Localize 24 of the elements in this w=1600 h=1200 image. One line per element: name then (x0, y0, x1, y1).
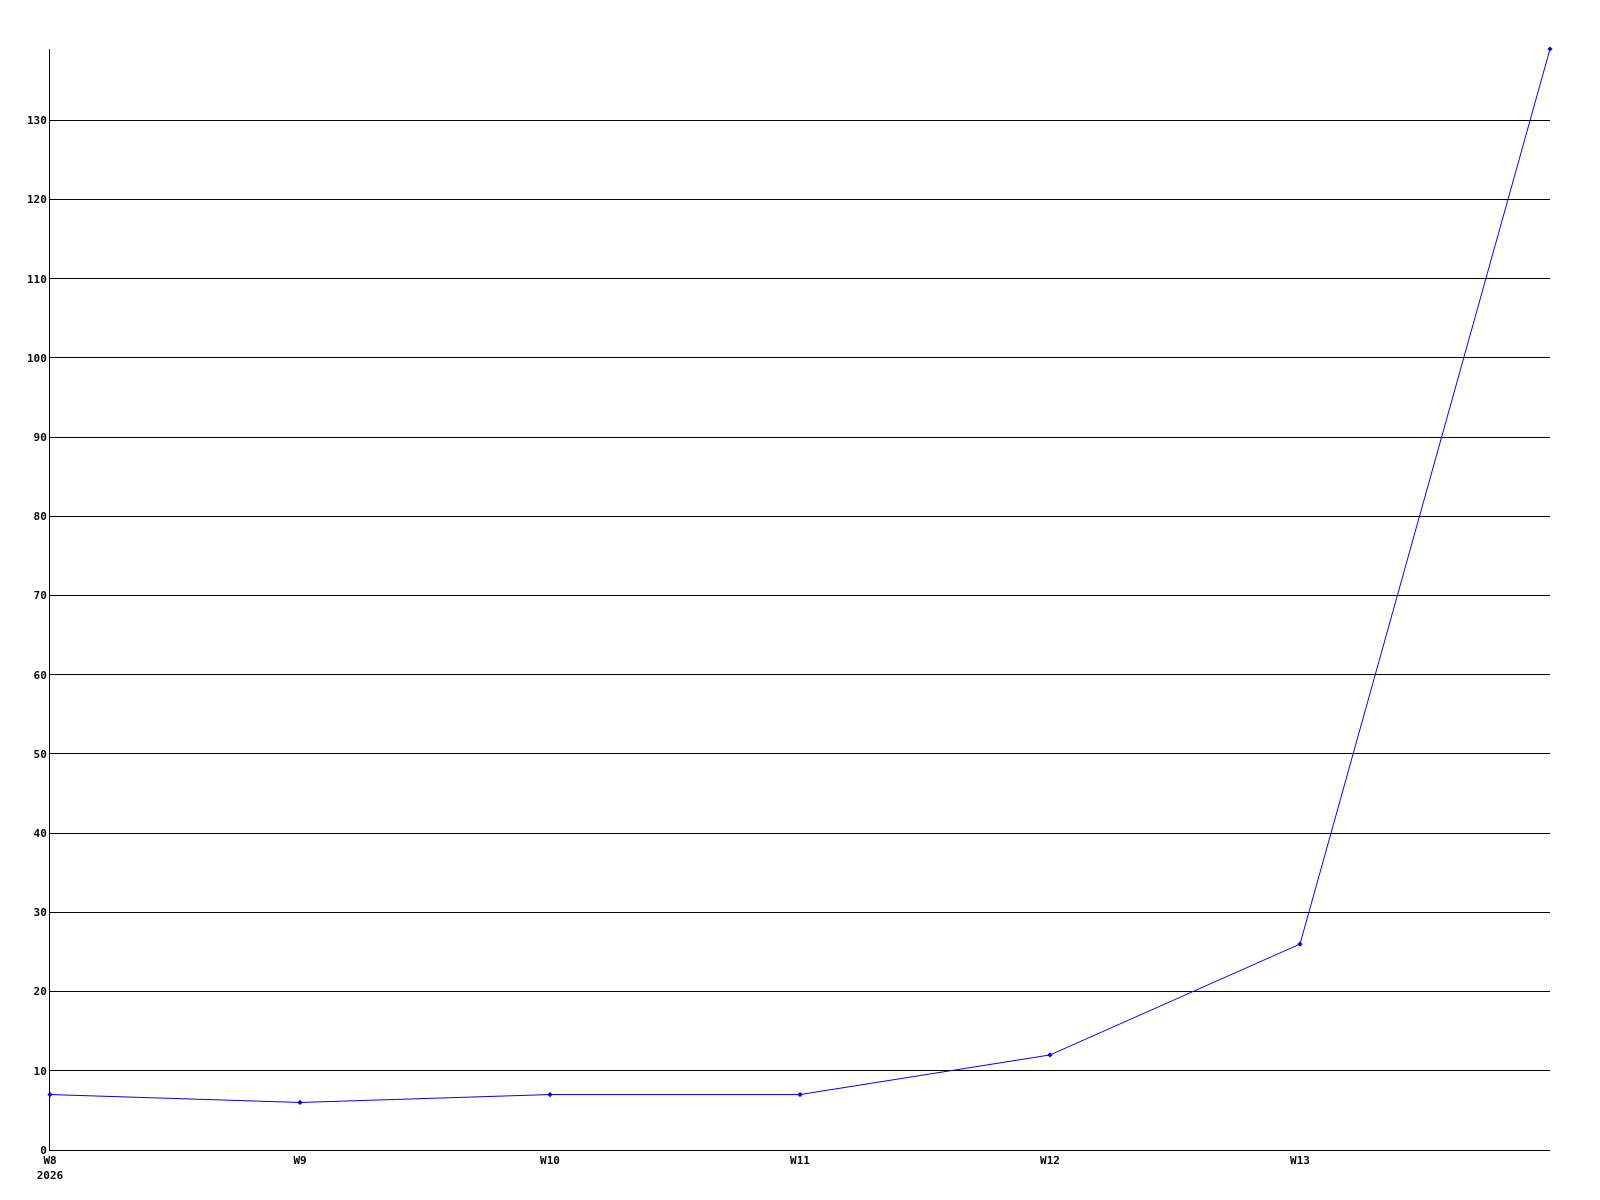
x-tick-label: W8 2026 (36, 1154, 64, 1182)
x-tick-label: W13 (1290, 1154, 1310, 1168)
y-tick-label: 50 (33, 747, 47, 761)
y-tick-label: 80 (33, 510, 47, 524)
y-tick-label: 90 (33, 430, 47, 444)
y-tick-label: 110 (26, 272, 47, 286)
x-tick-label: W10 (540, 1154, 560, 1168)
point (547, 1091, 553, 1098)
y-tick-label: 130 (26, 114, 47, 128)
x-tick-label: W11 (790, 1154, 811, 1168)
point (797, 1091, 803, 1098)
point (47, 1091, 53, 1098)
y-tick-label: 30 (33, 906, 47, 920)
x-tick-label: W12 (1040, 1154, 1060, 1168)
x-tick-label: W9 (293, 1154, 307, 1168)
y-tick-label: 100 (26, 351, 47, 365)
y-tick-label: 40 (33, 827, 47, 841)
y-tick-label: 20 (33, 985, 47, 999)
y-tick-label: 70 (33, 589, 47, 603)
y-tick-label: 120 (26, 193, 47, 207)
y-tick-label: 10 (33, 1064, 47, 1078)
y-tick-label: 60 (33, 668, 47, 682)
y-tick-label: 0 (40, 1143, 47, 1157)
point (297, 1099, 303, 1106)
